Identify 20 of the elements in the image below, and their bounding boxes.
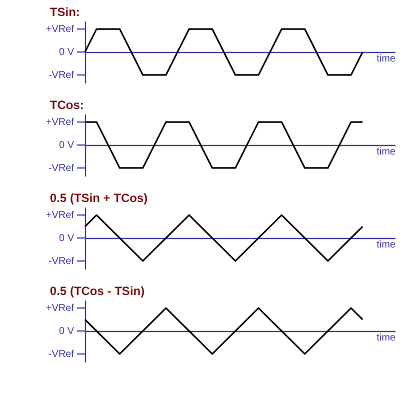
ref-line-label: -VRef xyxy=(48,348,74,360)
ref-line-label: -VRef xyxy=(48,162,74,174)
chart-title: 0.5 (TSin + TCos) xyxy=(50,191,148,205)
x-axis-title: time xyxy=(376,240,396,250)
ref-line-label: 0 V xyxy=(58,47,74,58)
ref-line-label: -VRef xyxy=(48,256,74,267)
ref-line-label: 0 V xyxy=(58,140,74,151)
ref-line-label: +VRef xyxy=(46,117,74,128)
ref-line-label: 0 V xyxy=(58,326,74,337)
x-axis-title: time xyxy=(376,332,396,344)
ref-line-label: +VRef xyxy=(46,303,74,314)
ref-line-label: -VRef xyxy=(48,70,74,81)
x-axis-title: time xyxy=(376,146,396,158)
ref-line-label: +VRef xyxy=(46,24,74,36)
ref-line-label: +VRef xyxy=(46,210,74,222)
chart-title: TCos: xyxy=(50,98,84,112)
x-axis-title: time xyxy=(376,54,396,64)
ref-line-label: 0 V xyxy=(58,233,74,244)
chart-title: 0.5 (TCos - TSin) xyxy=(50,284,145,298)
chart-title: TSin: xyxy=(50,5,80,19)
